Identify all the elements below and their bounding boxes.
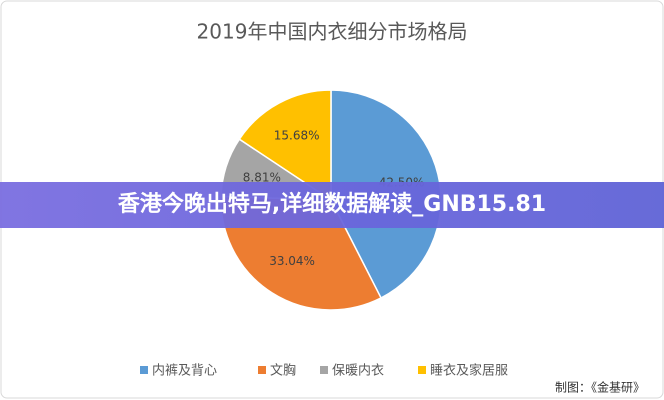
overlay-banner [0, 182, 664, 228]
chart-title: 2019年中国内衣细分市场格局 [197, 20, 468, 44]
data-label: 33.04% [269, 254, 315, 268]
legend: 内裤及背心 文胸 保暖内衣 睡衣及家居服 [140, 363, 508, 379]
pie-slice [238, 89, 332, 202]
legend-label: 内裤及背心 [152, 363, 217, 379]
legend-swatch [320, 366, 328, 374]
legend-swatch [140, 366, 148, 374]
legend-label: 睡衣及家居服 [430, 363, 508, 379]
data-label: 15.68% [274, 129, 320, 143]
legend-label: 文胸 [270, 364, 296, 379]
banner-text: 香港今晚出特马,详细数据解读_GNB15.81 [118, 191, 546, 217]
legend-swatch [418, 366, 426, 374]
credit: 制图：《金基研》 [555, 380, 645, 395]
data-label: 8.81% [243, 170, 281, 184]
legend-swatch [258, 366, 266, 374]
legend-label: 保暖内衣 [332, 363, 384, 379]
